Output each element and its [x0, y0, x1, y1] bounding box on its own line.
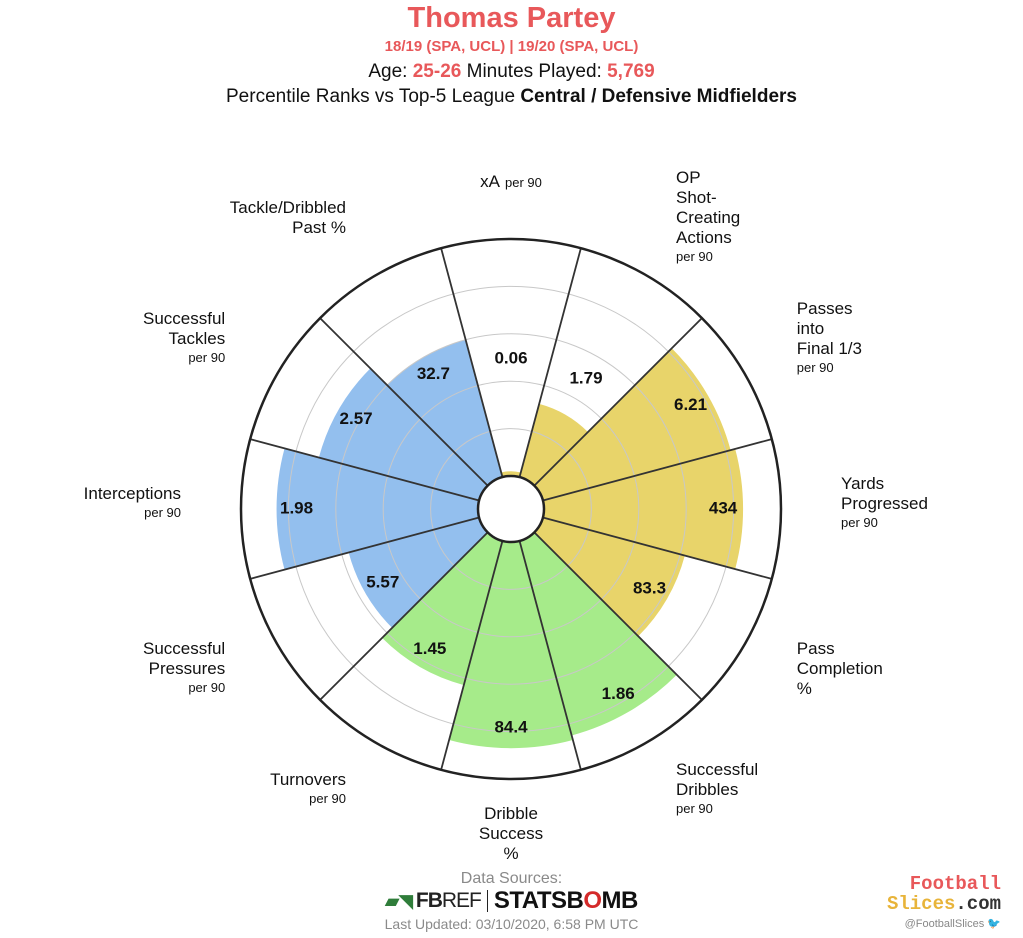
age-value: 25-26: [412, 61, 462, 82]
spoke-1: [518, 247, 582, 478]
percentile-prefix: Percentile Ranks vs Top-5 League: [226, 86, 516, 107]
brand-line2: Slices.com: [886, 893, 1001, 915]
category-label-1: OP Shot-Creating Actions per 90: [676, 168, 740, 264]
category-label-0: xA per 90: [480, 172, 542, 191]
age-label: Age:: [368, 61, 408, 82]
value-label-3: 434: [709, 498, 738, 517]
twitter-bird-icon: 🐦: [987, 918, 1001, 930]
value-label-10: 2.57: [340, 409, 373, 428]
value-label-2: 6.21: [674, 395, 707, 414]
value-label-5: 1.86: [602, 684, 635, 703]
last-updated: Last Updated: 03/10/2020, 6:58 PM UTC: [384, 916, 639, 932]
percentile-line: Percentile Ranks vs Top-5 League Central…: [0, 86, 1023, 108]
position-group: Central / Defensive Midfielders: [520, 86, 797, 107]
outer-ring: [239, 237, 783, 781]
statsbomb-logo: STATSBOMB: [493, 887, 638, 914]
category-label-6: Dribble Success%: [479, 804, 543, 863]
spoke-9: [249, 516, 480, 580]
grid-ring-0: [430, 428, 592, 590]
grid-ring-3: [287, 285, 735, 733]
source-logos: ▰◥ FBREF STATSBOMB: [0, 887, 1023, 915]
spoke-5: [533, 531, 703, 701]
category-label-11: Tackle/Dribbled Past %: [230, 198, 346, 237]
footballslices-brand: Football Slices.com @FootballSlices 🐦: [887, 874, 1001, 930]
value-label-9: 1.98: [280, 498, 313, 517]
wedge-4: [534, 517, 685, 637]
grid-ring-1: [382, 380, 640, 638]
grid-ring-2: [335, 333, 687, 685]
spoke-10: [249, 438, 480, 502]
spoke-2: [533, 317, 703, 487]
category-label-2: Passes into Final 1/3 per 90: [797, 299, 862, 375]
wedge-11: [387, 339, 503, 486]
wedge-10: [318, 368, 488, 501]
center-hole: [476, 474, 546, 544]
category-label-9: Interceptions per 90: [84, 484, 181, 520]
value-label-4: 83.3: [633, 578, 666, 597]
age-minutes-line: Age: 25-26 Minutes Played: 5,769: [0, 61, 1023, 83]
minutes-value: 5,769: [607, 61, 655, 82]
brand-handle: @FootballSlices 🐦: [904, 918, 1001, 930]
minutes-label: Minutes Played:: [466, 61, 602, 82]
fbref-bars-icon: ▰◥: [385, 891, 413, 911]
category-label-7: Turnovers per 90: [270, 770, 346, 806]
value-label-6: 84.4: [494, 718, 528, 737]
category-label-10: Successful Tackles per 90: [143, 309, 225, 365]
wedge-1: [519, 403, 588, 486]
wedge-9: [276, 448, 480, 570]
data-sources-label: Data Sources:: [460, 870, 563, 887]
player-name: Thomas Partey: [407, 2, 616, 34]
spoke-4: [542, 516, 773, 580]
seasons-subtitle: 18/19 (SPA, UCL) | 19/20 (SPA, UCL): [384, 38, 639, 55]
category-label-4: Pass Completion%: [797, 639, 883, 698]
spoke-3: [542, 438, 773, 502]
category-label-3: Yards Progressed per 90: [841, 474, 928, 530]
spoke-0: [440, 247, 504, 478]
spoke-7: [440, 540, 504, 771]
value-label-0: 0.06: [494, 348, 527, 367]
value-label-1: 1.79: [569, 369, 602, 388]
wedge-6: [449, 540, 573, 749]
fbref-logo: ▰◥ FBREF: [385, 889, 482, 912]
category-label-5: Successful Dribbles per 90: [676, 760, 758, 816]
wedge-3: [542, 448, 744, 570]
spoke-6: [518, 540, 582, 771]
logo-divider: [486, 890, 488, 912]
brand-line1: Football: [909, 873, 1001, 895]
value-label-8: 5.57: [366, 573, 399, 592]
category-label-8: Successful Pressures per 90: [143, 639, 225, 695]
spoke-11: [319, 317, 489, 487]
value-label-11: 32.7: [417, 364, 450, 383]
wedge-7: [382, 532, 503, 686]
spoke-8: [319, 531, 489, 701]
wedge-8: [348, 517, 488, 628]
value-label-7: 1.45: [413, 639, 446, 658]
